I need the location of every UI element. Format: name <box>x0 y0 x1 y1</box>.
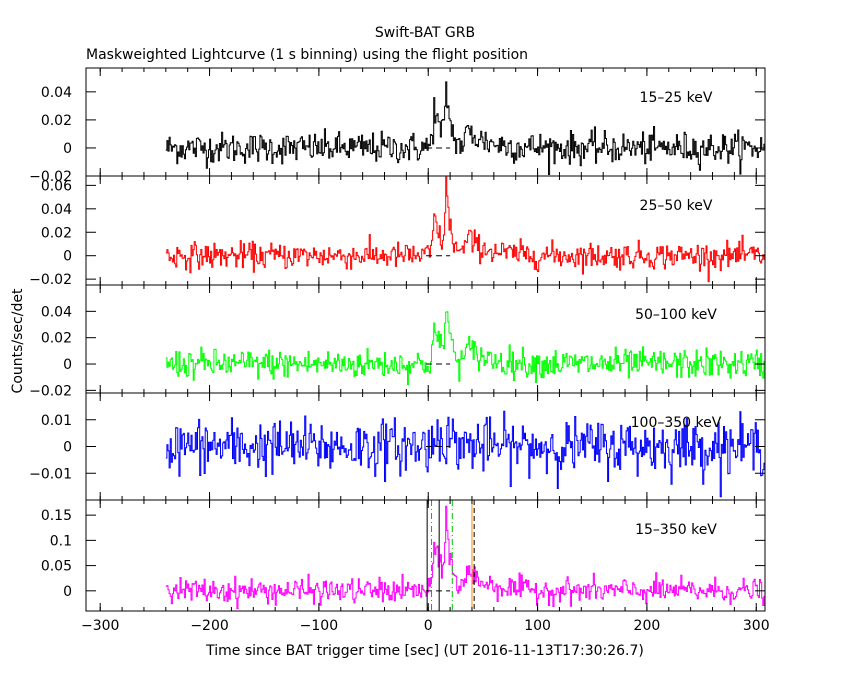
energy-band-label: 25–50 keV <box>640 198 713 214</box>
energy-band-label: 15–350 keV <box>635 522 717 538</box>
y-tick-label: 0.04 <box>41 202 72 218</box>
y-tick-label: 0.04 <box>41 304 72 320</box>
y-tick-label: −0.02 <box>29 272 72 288</box>
panel-4: 0 0.05 0.1 0.15 15–350 keV <box>41 499 766 612</box>
y-tick-label: −0.01 <box>29 466 72 482</box>
x-tick-label: −200 <box>190 618 228 634</box>
x-tick-label: 0 <box>424 618 433 634</box>
series-line-1 <box>165 176 765 283</box>
series-line-3 <box>165 410 765 498</box>
chart-title: Swift-BAT GRB <box>375 25 475 41</box>
x-tick-label: −100 <box>300 618 338 634</box>
y-tick-label: 0.01 <box>41 413 72 429</box>
y-tick-label: 0.04 <box>41 85 72 101</box>
energy-band-label: 50–100 keV <box>635 307 717 323</box>
y-tick-label: 0.02 <box>41 225 72 241</box>
y-tick-label: 0 <box>63 249 72 265</box>
x-tick-label: 200 <box>634 618 661 634</box>
panel-2: −0.02 0 0.02 0.04 50–100 keV <box>29 284 766 399</box>
y-tick-label: 0 <box>63 440 72 456</box>
panel-frame <box>85 175 766 286</box>
y-tick-label: 0 <box>63 141 72 157</box>
y-tick-label: 0 <box>63 584 72 600</box>
panels: −0.02 0 0.02 0.04 15–25 keV −0.02 0 0.02 0.04 0.0… <box>29 67 770 634</box>
y-tick-label: −0.02 <box>29 383 72 399</box>
panel-0: −0.02 0 0.02 0.04 15–25 keV <box>29 67 766 185</box>
x-tick-label: 100 <box>524 618 551 634</box>
y-tick-label: 0 <box>63 357 72 373</box>
series-line-2 <box>165 311 765 386</box>
y-tick-label: 0.02 <box>41 113 72 129</box>
chart-subtitle: Maskweighted Lightcurve (1 s binning) us… <box>86 47 528 63</box>
y-tick-label: 0.1 <box>50 533 72 549</box>
panel-frame <box>85 499 766 612</box>
panel-3: −0.01 0 0.01 100–350 keV <box>29 392 766 501</box>
y-tick-label: 0.05 <box>41 559 72 575</box>
panel-frame <box>85 67 766 177</box>
y-tick-label: 0.15 <box>41 508 72 524</box>
x-tick-label: 300 <box>743 618 770 634</box>
x-axis-label: Time since BAT trigger time [sec] (UT 20… <box>205 643 644 659</box>
series-line-4 <box>165 505 765 610</box>
energy-band-label: 15–25 keV <box>640 90 713 106</box>
panel-1: −0.02 0 0.02 0.04 0.06 25–50 keV <box>29 175 766 288</box>
y-axis-label: Counts/sec/det <box>10 288 26 393</box>
x-tick-label: −300 <box>81 618 119 634</box>
y-tick-label: 0.02 <box>41 331 72 347</box>
energy-band-label: 100–350 keV <box>631 415 722 431</box>
y-tick-label: −0.02 <box>29 169 72 185</box>
series-line-0 <box>165 81 765 175</box>
y-tick-label: 0.06 <box>41 178 72 194</box>
